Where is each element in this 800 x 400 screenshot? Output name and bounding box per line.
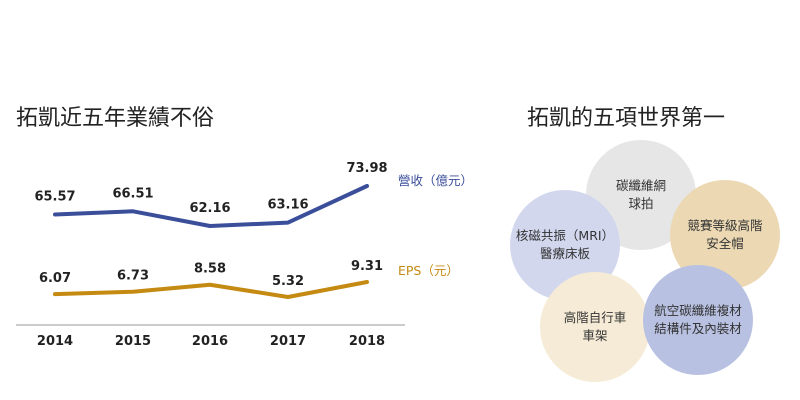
x-tick-label: 2016 — [192, 334, 228, 349]
bubble-line-2: 車架 — [582, 328, 608, 343]
data-label: 6.73 — [117, 269, 149, 284]
x-tick-label: 2018 — [349, 334, 385, 349]
data-label: 5.32 — [272, 274, 304, 289]
legend-label: EPS（元） — [398, 263, 459, 278]
bubble-line-1: 碳纖維網 — [615, 178, 666, 193]
bubble-line-1: 核磁共振（MRI） — [515, 228, 615, 243]
data-label: 63.16 — [267, 198, 308, 213]
bubble-line-2: 安全帽 — [706, 236, 744, 251]
bubble-line-2: 結構件及內裝材 — [654, 321, 742, 336]
x-tick-label: 2014 — [37, 334, 73, 349]
bubble-bike-frame: 高階自行車 車架 — [540, 272, 650, 382]
bubble-line-1: 航空碳纖維複材 — [654, 303, 742, 318]
series-line-1 — [53, 280, 369, 299]
legend-label: 營收（億元） — [398, 173, 473, 188]
series-line-0 — [53, 184, 369, 228]
data-label: 65.57 — [34, 189, 75, 204]
data-label: 62.16 — [189, 201, 230, 216]
bubble-aero-composite: 航空碳纖維複材 結構件及內裝材 — [643, 265, 753, 375]
data-label: 8.58 — [194, 262, 226, 277]
bubble-line-2: 球拍 — [628, 196, 654, 211]
x-tick-label: 2017 — [270, 334, 306, 349]
data-label: 66.51 — [112, 186, 153, 201]
chart-title: 拓凱近五年業績不俗 — [16, 106, 215, 131]
data-label: 9.31 — [351, 259, 383, 274]
bubble-line-2: 醫療床板 — [539, 246, 590, 261]
world-firsts-title: 拓凱的五項世界第一 — [527, 106, 726, 131]
bubble-line-1: 高階自行車 — [563, 310, 627, 325]
data-label: 6.07 — [39, 271, 71, 286]
bubble-line-1: 競賽等級高階 — [687, 218, 763, 233]
x-tick-label: 2015 — [115, 334, 151, 349]
data-label: 73.98 — [346, 161, 387, 176]
